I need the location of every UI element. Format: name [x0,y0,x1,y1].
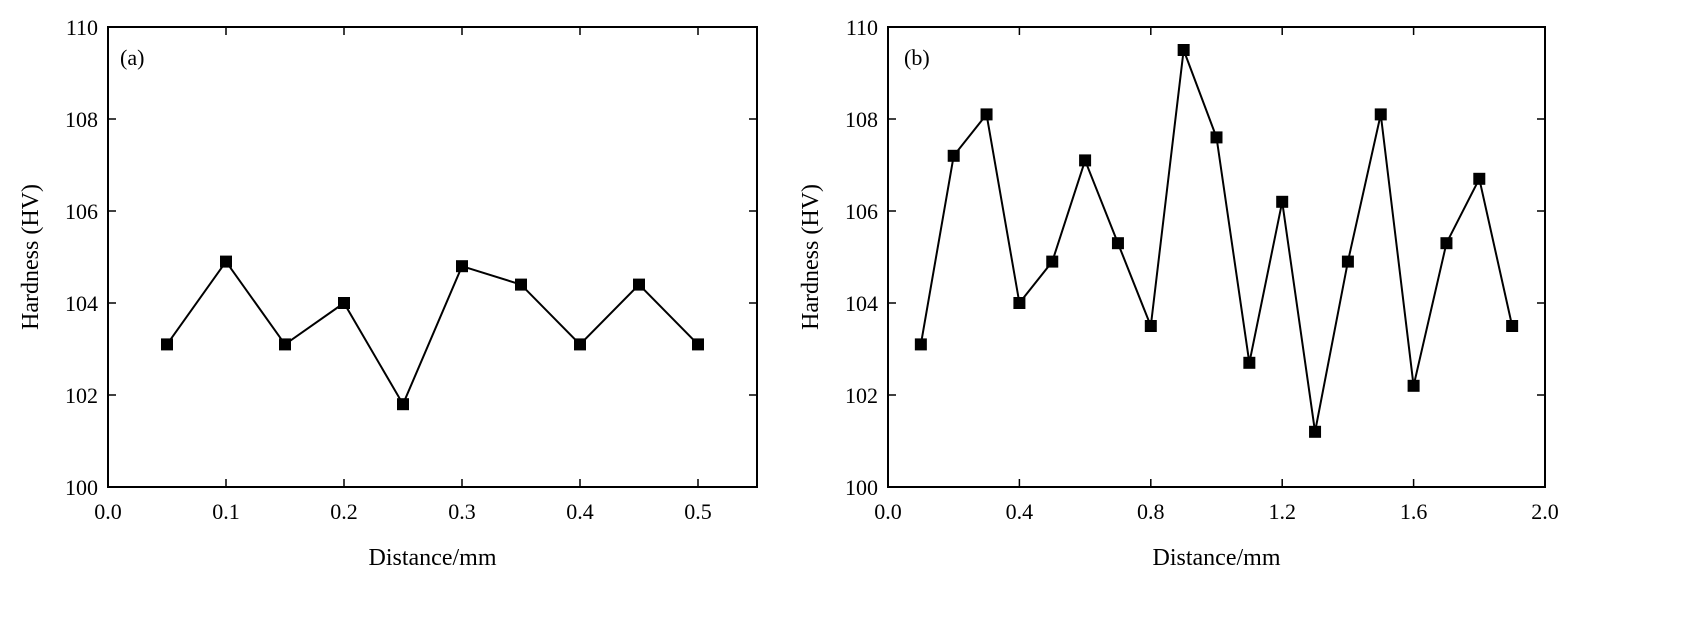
chart-0-y-axis-label: Hardness (HV) [18,184,44,330]
chart-1-series-0-point [1243,356,1256,369]
chart-1-x-tick-label: 0.0 [874,499,902,524]
chart-0-series-0-point [574,338,586,351]
chart-1-x-tick-label: 1.2 [1268,499,1296,524]
chart-1-series-0-point [1473,172,1486,185]
chart-0-y-tick-label: 110 [66,15,98,40]
chart-0-y-tick-label: 100 [65,475,98,500]
chart-1-x-tick-label: 0.4 [1006,499,1034,524]
chart-0-series-0-point [515,278,527,291]
chart-1-series-0-line [919,49,1514,432]
chart-0-x-axis-label: Distance/mm [369,545,497,571]
chart-1-y-axis-label: Hardness (HV) [798,184,824,330]
chart-1-series-0-point [1210,131,1223,144]
chart-0-y-tick-label: 104 [65,291,98,316]
chart-0-series-0-point [456,260,468,273]
chart-1-series-0-point [1013,297,1026,309]
chart-1-series-0-point [1506,320,1519,332]
chart-1-x-tick-label: 0.8 [1137,499,1165,524]
chart-panel-a: 0.0 0.1 0.2 0.3 0.4 0.5 100 102 104 106 108 110 Dist… [18,15,758,571]
chart-1-series-0-point [1144,320,1157,332]
chart-1-y-tick-label: 108 [845,107,878,132]
chart-1-series-0-point [1177,44,1190,56]
chart-1-y-tick-label: 106 [845,199,878,224]
chart-1-series-0-point [1440,237,1453,250]
chart-0-series-0-point [338,297,350,309]
chart-1-series-0-point [1341,255,1354,268]
chart-0-y-tick-label: 106 [65,199,98,224]
chart-1-x-axis-label: Distance/mm [1153,545,1281,571]
chart-panel-b: 0.0 0.4 0.8 1.2 1.6 2.0 100 102 104 106 108 110 Dist… [798,15,1559,571]
chart-0-x-tick-label: 0.5 [684,499,712,524]
chart-1-x-tick-label: 2.0 [1531,499,1559,524]
chart-0-y-tick-label: 108 [65,107,98,132]
chart-1-series-0-point [1111,237,1124,250]
chart-0-series-0-point [633,278,645,291]
chart-0-x-tick-label: 0.3 [448,499,476,524]
chart-1-panel-label: (b) [904,45,930,70]
chart-1-y-tick-label: 110 [846,15,878,40]
chart-1-series-0-point [1374,108,1387,121]
chart-0-y-tick-label: 102 [65,383,98,408]
chart-1-series-0-point [1309,425,1322,438]
chart-1-series-0-point [914,338,927,351]
chart-1-series-0-point [1079,154,1092,167]
chart-0-series-0-point [161,338,173,351]
chart-1-series-0-point [947,149,960,162]
chart-0-x-tick-label: 0.1 [212,499,240,524]
chart-0-plot-frame [107,26,758,488]
chart-0-x-tick-label: 0.0 [94,499,122,524]
chart-1-x-tick-label: 1.6 [1400,499,1428,524]
chart-0-series-0-line [166,259,699,407]
chart-0-series-0-point [279,338,291,351]
chart-0-series-0-point [220,255,232,268]
chart-1-y-tick-label: 100 [845,475,878,500]
chart-0-series-0-point [397,398,409,411]
chart-1-y-tick-label: 104 [845,291,878,316]
chart-0-panel-label: (a) [120,45,144,70]
chart-1-plot-frame [887,26,1546,488]
chart-0-x-tick-label: 0.2 [330,499,358,524]
chart-1-series-0-point [1046,255,1059,268]
chart-1-y-tick-label: 102 [845,383,878,408]
chart-1-series-0-point [1276,195,1289,208]
chart-0-series-0-point [692,338,704,351]
chart-1-series-0-point [1407,379,1420,392]
chart-0-x-tick-label: 0.4 [566,499,594,524]
chart-1-series-0-point [980,108,993,121]
